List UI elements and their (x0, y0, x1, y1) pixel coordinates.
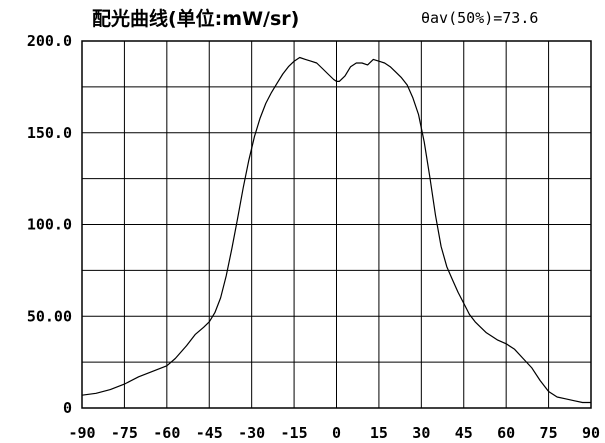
intensity-curve-0 (81, 56, 591, 404)
x-tick-label: -45 (196, 424, 223, 442)
x-tick-label: 15 (370, 424, 388, 442)
average-angle-label: θav(50%)=73.6 (421, 9, 538, 27)
x-tick-label: 60 (497, 424, 515, 442)
x-tick-label: 0 (332, 424, 341, 442)
x-tick-label: 90 (582, 424, 600, 442)
y-tick-label: 150.0 (27, 124, 72, 142)
tick-label-layer: -90 -75 -60 -45 -30 -15 0 15 30 45 60 75 90 0 50.00 100… (27, 32, 600, 442)
x-tick-label: 75 (540, 424, 558, 442)
data-layer (81, 56, 591, 404)
x-tick-label: -60 (153, 424, 180, 442)
chart-title: 配光曲线(单位:mW/sr) (92, 7, 299, 30)
x-tick-label: 45 (455, 424, 473, 442)
y-tick-label: 100.0 (27, 216, 72, 234)
x-tick-label: -90 (68, 424, 95, 442)
x-tick-label: -30 (238, 424, 265, 442)
x-tick-label: 30 (412, 424, 430, 442)
x-tick-label: -75 (111, 424, 138, 442)
y-tick-label: 200.0 (27, 32, 72, 50)
y-tick-label: 50.00 (27, 307, 72, 325)
y-tick-label: 0 (63, 399, 72, 417)
x-tick-label: -15 (281, 424, 308, 442)
grid-layer (81, 40, 592, 409)
